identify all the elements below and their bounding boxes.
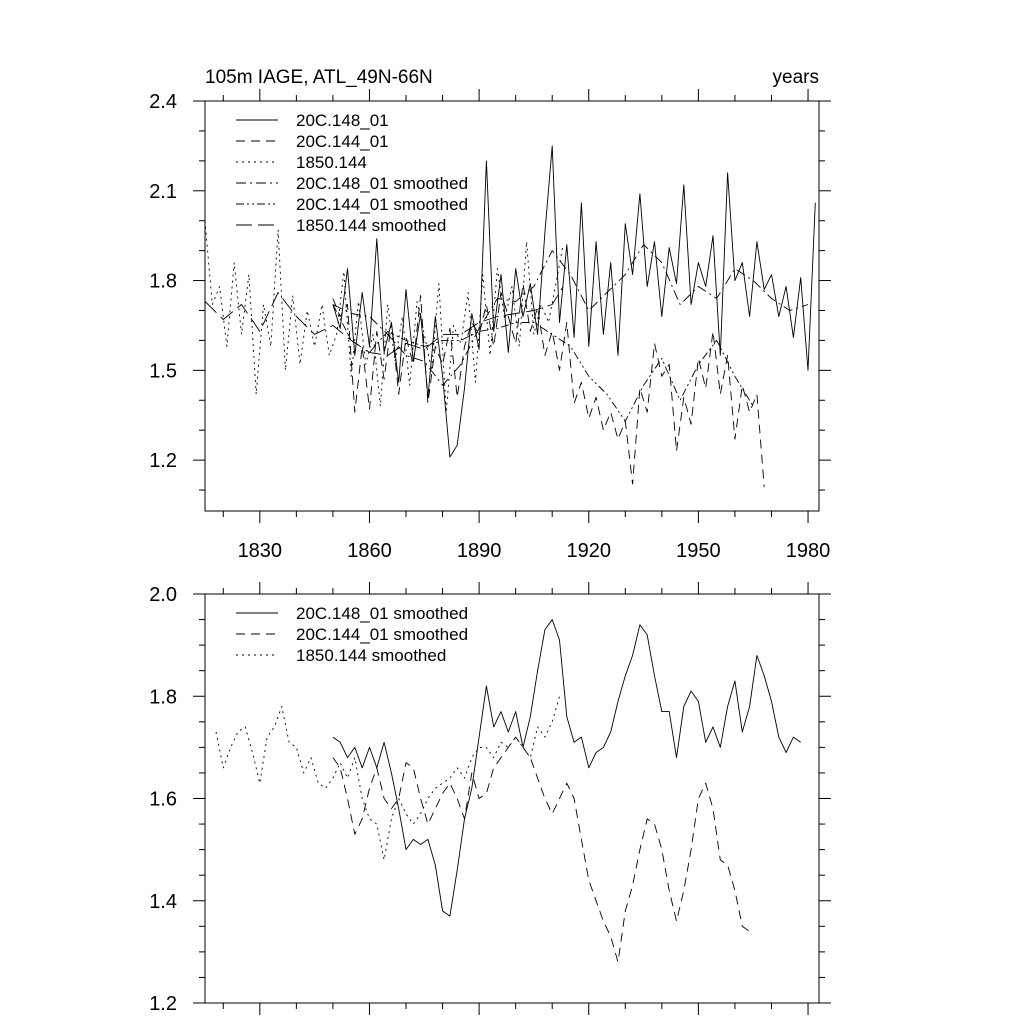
top-x-tick-label: 1860 xyxy=(347,540,392,562)
top-plot-frame xyxy=(204,100,820,512)
top-x-tick-label: 1830 xyxy=(238,540,283,562)
bottom-y-tick-label: 1.2 xyxy=(149,993,177,1015)
top-x-tick-label: 1980 xyxy=(786,540,831,562)
top-legend-label-20c-148-01: 20C.148_01 xyxy=(296,111,389,130)
top-axis-labels: 1.2 1.5 1.8 2.1 2.4 1830 1860 1890 1920 1950 1980 xyxy=(149,91,830,562)
bottom-axis-ticks xyxy=(193,582,831,1015)
top-panel-title: 105m IAGE, ATL_49N-66N xyxy=(205,67,433,88)
top-legend-label-20c-148-01-smoothed: 20C.148_01 smoothed xyxy=(296,174,468,193)
top-series-1850-144-smoothed xyxy=(205,286,564,356)
top-series-group xyxy=(205,145,816,488)
bottom-series-20c-148-01-smoothed xyxy=(332,619,801,917)
top-series-20c-148-01-smoothed xyxy=(332,244,809,386)
top-x-tick-label: 1950 xyxy=(676,540,721,562)
bottom-axis-labels: 1.2 1.4 1.6 1.8 2.0 xyxy=(149,584,177,1015)
top-legend-label-20c-144-01-smoothed: 20C.144_01 smoothed xyxy=(296,195,468,214)
bottom-y-tick-label: 1.8 xyxy=(149,686,177,708)
top-x-tick-label: 1920 xyxy=(567,540,612,562)
top-series-1850-144 xyxy=(205,220,564,413)
top-legend: 20C.148_01 20C.144_01 1850.144 20C.148_01 s… xyxy=(236,111,468,235)
top-legend-label-20c-144-01: 20C.144_01 xyxy=(296,132,389,151)
bottom-legend-label-20c-144-01-smoothed: 20C.144_01 smoothed xyxy=(296,625,468,644)
bottom-series-group xyxy=(215,619,801,963)
top-series-20c-144-01 xyxy=(332,283,765,488)
top-panel: 105m IAGE, ATL_49N-66N years 1.2 1.5 1.8 2.… xyxy=(149,67,831,562)
bottom-series-1850-144-smoothed xyxy=(215,696,560,861)
top-y-tick-label: 2.4 xyxy=(149,91,177,113)
bottom-panel: 1.21.41.61.82.0 20C.148_01 smoothed20C.1… xyxy=(149,582,831,1015)
top-panel-units-label: years xyxy=(773,67,819,88)
top-y-tick-label: 2.1 xyxy=(149,181,177,203)
top-y-tick-label: 1.2 xyxy=(149,450,177,472)
top-series-20c-144-01-smoothed xyxy=(332,304,754,422)
bottom-series-20c-144-01-smoothed xyxy=(332,736,750,963)
top-y-tick-label: 1.5 xyxy=(149,360,177,382)
top-y-tick-label: 1.8 xyxy=(149,271,177,293)
top-legend-label-1850-144: 1850.144 xyxy=(296,153,367,172)
bottom-y-tick-label: 1.4 xyxy=(149,891,177,913)
bottom-legend: 20C.148_01 smoothed 20C.144_01 smoothed 18… xyxy=(236,604,468,665)
bottom-y-tick-label: 1.6 xyxy=(149,789,177,811)
top-axis-ticks xyxy=(193,89,831,523)
bottom-legend-label-20c-148-01-smoothed: 20C.148_01 smoothed xyxy=(296,604,468,623)
top-x-tick-label: 1890 xyxy=(457,540,502,562)
top-legend-label-1850-144-smoothed: 1850.144 smoothed xyxy=(296,216,446,235)
bottom-y-tick-label: 2.0 xyxy=(149,584,177,606)
bottom-legend-label-1850-144-smoothed: 1850.144 smoothed xyxy=(296,646,446,665)
